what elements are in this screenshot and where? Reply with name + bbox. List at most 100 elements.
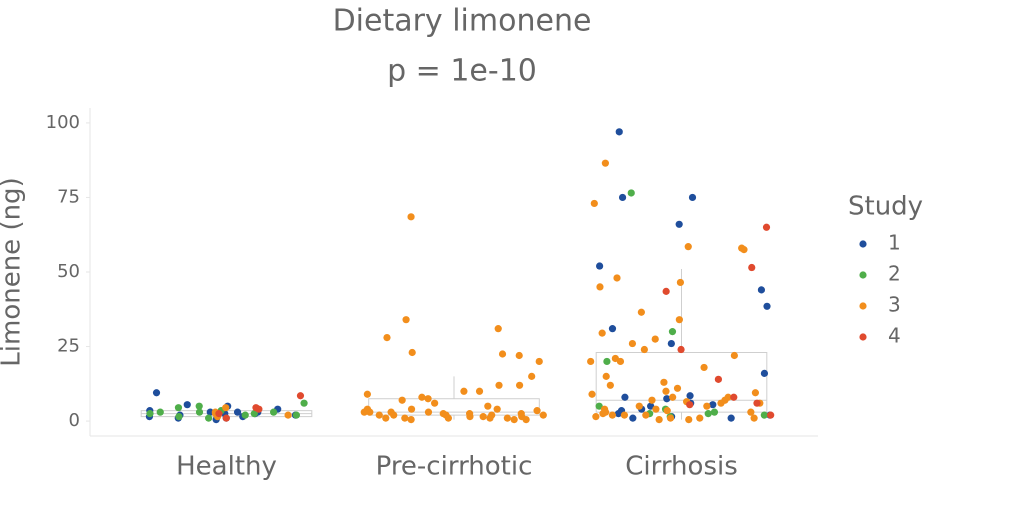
point: [292, 411, 301, 419]
point: [642, 411, 650, 419]
point: [668, 328, 677, 336]
point: [730, 351, 738, 360]
point: [757, 286, 766, 294]
point: [618, 193, 627, 202]
point: [635, 402, 643, 410]
point: [676, 278, 685, 287]
legend-label: 1: [888, 231, 901, 255]
point: [431, 399, 439, 407]
point: [750, 414, 758, 422]
point: [730, 393, 738, 401]
point: [390, 411, 398, 419]
x-tick-label: Healthy: [176, 452, 277, 482]
y-tick-label: 75: [57, 186, 80, 207]
point: [615, 128, 623, 136]
point: [596, 283, 604, 291]
point: [407, 213, 415, 221]
point: [684, 243, 692, 251]
point: [673, 384, 682, 392]
point: [608, 325, 617, 333]
point: [620, 411, 629, 419]
point: [215, 410, 223, 418]
point: [522, 416, 530, 424]
point: [628, 339, 637, 348]
point: [662, 287, 670, 295]
point: [763, 302, 771, 310]
point: [535, 357, 543, 366]
y-tick-label: 0: [69, 410, 80, 431]
point: [296, 392, 305, 400]
chart-subtitle: p = 1e-10: [387, 54, 537, 89]
point: [383, 334, 391, 342]
point: [528, 372, 536, 380]
point: [675, 316, 683, 324]
point: [685, 416, 693, 424]
point: [475, 387, 484, 395]
point: [174, 404, 183, 412]
point: [675, 220, 683, 228]
point: [627, 189, 635, 197]
point: [709, 401, 717, 409]
point: [407, 405, 416, 413]
point: [762, 223, 771, 231]
point: [479, 413, 487, 421]
point: [753, 399, 761, 407]
point: [614, 410, 623, 418]
point: [424, 395, 432, 403]
point: [375, 411, 383, 419]
point: [606, 381, 614, 389]
legend-label: 4: [888, 324, 901, 348]
y-tick-label: 100: [46, 112, 80, 133]
point: [677, 345, 685, 354]
point: [767, 411, 775, 419]
point: [418, 393, 426, 401]
point: [652, 405, 660, 413]
point: [603, 357, 611, 366]
point: [495, 381, 503, 389]
point: [590, 199, 598, 208]
point: [588, 390, 596, 398]
point: [175, 413, 183, 421]
point: [156, 408, 164, 416]
chart-title: Dietary limonene: [333, 4, 592, 39]
point: [703, 402, 711, 410]
point: [183, 401, 191, 409]
point: [655, 416, 663, 424]
point: [382, 414, 390, 422]
legend-marker: [859, 302, 867, 310]
y-axis-label: Limonene (ng): [0, 177, 27, 366]
point: [195, 408, 204, 416]
point: [205, 414, 213, 422]
point: [498, 350, 507, 358]
point: [398, 396, 406, 404]
point: [608, 411, 616, 419]
point: [667, 339, 675, 348]
point: [760, 411, 768, 419]
legend-label: 2: [888, 262, 901, 286]
legend-marker: [859, 271, 867, 279]
point: [748, 263, 756, 272]
point: [596, 262, 604, 270]
point: [270, 408, 278, 416]
y-tick-label: 50: [57, 261, 80, 282]
point: [651, 335, 659, 343]
point: [486, 414, 494, 422]
point: [241, 411, 249, 419]
point: [233, 408, 242, 416]
point: [747, 408, 755, 416]
point: [648, 396, 656, 404]
point: [152, 389, 161, 397]
point: [255, 405, 263, 413]
point: [533, 407, 541, 415]
point: [662, 387, 670, 395]
point: [460, 387, 468, 395]
point: [637, 308, 645, 316]
legend-label: 3: [888, 293, 901, 317]
point: [493, 405, 501, 413]
point: [195, 402, 203, 410]
point: [146, 410, 154, 418]
point: [466, 413, 474, 421]
point: [503, 414, 511, 422]
point: [250, 410, 258, 418]
point: [517, 410, 525, 418]
